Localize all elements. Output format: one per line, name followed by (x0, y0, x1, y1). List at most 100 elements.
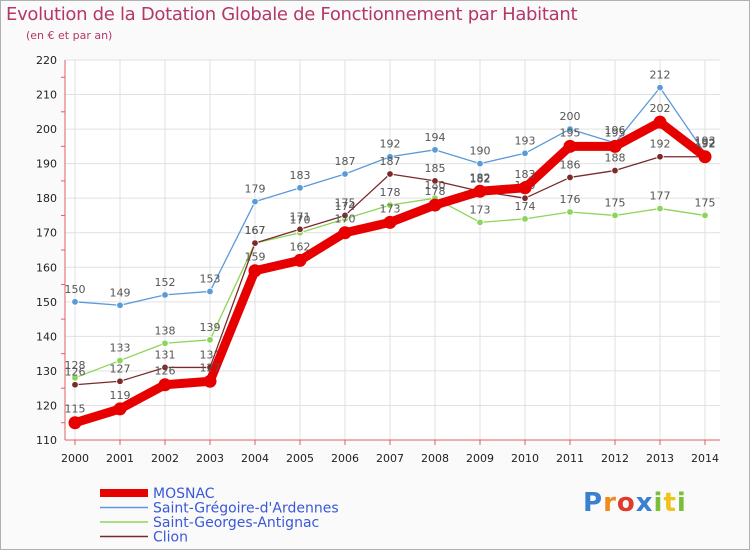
data-point-Clion (341, 211, 349, 220)
x-tick-label: 2004 (241, 452, 269, 465)
data-point-MOSNAC (428, 198, 442, 212)
data-label-Saint-Grégoire-d'Ardennes: 193 (695, 134, 716, 147)
data-point-Saint-Grégoire-d'Ardennes (656, 83, 664, 92)
data-label-Saint-Georges-Antignac: 138 (155, 324, 176, 337)
data-label-Saint-Georges-Antignac: 173 (470, 203, 491, 216)
data-label-MOSNAC: 195 (605, 126, 626, 139)
data-point-Saint-Georges-Antignac (161, 339, 169, 347)
y-tick-label: 220 (36, 54, 57, 67)
data-point-Saint-Georges-Antignac (521, 215, 529, 223)
y-tick-label: 200 (36, 123, 57, 136)
data-point-Saint-Grégoire-d'Ardennes (521, 149, 529, 157)
data-point-MOSNAC (698, 150, 712, 164)
data-point-Clion (296, 225, 304, 233)
data-point-Clion (521, 194, 529, 202)
data-label-Clion: 182 (470, 172, 491, 185)
data-point-Saint-Georges-Antignac (206, 336, 214, 344)
data-point-MOSNAC (563, 139, 577, 153)
data-point-MOSNAC (338, 226, 352, 240)
x-tick-label: 2009 (466, 452, 494, 465)
data-point-Clion (386, 170, 394, 178)
data-label-MOSNAC: 182 (470, 171, 491, 184)
data-label-Clion: 186 (560, 158, 581, 171)
data-label-MOSNAC: 170 (335, 213, 356, 226)
data-point-Saint-Grégoire-d'Ardennes (566, 125, 574, 133)
x-tick-label: 2013 (646, 452, 674, 465)
data-label-Saint-Georges-Antignac: 170 (290, 214, 311, 227)
data-point-Saint-Georges-Antignac (566, 208, 574, 216)
y-tick-label: 150 (36, 296, 57, 309)
x-tick-label: 2001 (106, 452, 134, 465)
data-label-Saint-Georges-Antignac: 174 (335, 200, 356, 213)
data-label-MOSNAC: 162 (290, 240, 311, 253)
data-label-Saint-Georges-Antignac: 176 (560, 193, 581, 206)
data-point-Saint-Georges-Antignac (611, 211, 619, 220)
data-label-Clion: 167 (245, 224, 266, 237)
data-point-MOSNAC (158, 378, 172, 392)
plot-area (65, 60, 720, 440)
data-point-MOSNAC (203, 374, 217, 388)
legend-label: Clion (153, 530, 188, 546)
x-tick-label: 2000 (61, 452, 89, 465)
data-label-Clion: 175 (335, 196, 356, 209)
data-label-MOSNAC: 127 (200, 361, 221, 374)
data-label-Saint-Georges-Antignac: 128 (65, 359, 86, 372)
x-tick-label: 2014 (691, 452, 719, 465)
data-label-Saint-Grégoire-d'Ardennes: 152 (155, 276, 176, 289)
data-point-MOSNAC (248, 264, 262, 278)
data-point-Saint-Georges-Antignac (656, 204, 664, 213)
data-label-MOSNAC: 192 (695, 137, 716, 150)
data-label-Saint-Grégoire-d'Ardennes: 190 (470, 145, 491, 158)
data-point-Clion (656, 153, 664, 161)
data-label-Saint-Georges-Antignac: 177 (650, 190, 671, 203)
data-point-Saint-Grégoire-d'Ardennes (71, 298, 79, 306)
data-label-Clion: 192 (650, 138, 671, 151)
data-label-Clion: 127 (110, 362, 131, 375)
x-tick-label: 2012 (601, 452, 629, 465)
data-point-Clion (566, 173, 574, 182)
data-point-Saint-Grégoire-d'Ardennes (116, 301, 124, 309)
data-label-Saint-Grégoire-d'Ardennes: 192 (380, 138, 401, 151)
data-label-Saint-Georges-Antignac: 175 (695, 196, 716, 209)
data-point-MOSNAC (518, 181, 532, 195)
data-point-Saint-Grégoire-d'Ardennes (431, 146, 439, 154)
x-tick-label: 2008 (421, 452, 449, 465)
y-tick-label: 130 (36, 365, 57, 378)
data-label-MOSNAC: 126 (155, 365, 176, 378)
data-label-Clion: 171 (290, 210, 311, 223)
x-tick-label: 2007 (376, 452, 404, 465)
data-point-Clion (161, 363, 169, 372)
data-label-Saint-Georges-Antignac: 174 (515, 200, 536, 213)
data-point-MOSNAC (608, 139, 622, 153)
data-point-Clion (251, 239, 259, 247)
x-tick-label: 2003 (196, 452, 224, 465)
y-tick-label: 110 (36, 434, 57, 447)
data-label-Saint-Georges-Antignac: 167 (245, 224, 266, 237)
data-label-MOSNAC: 202 (650, 102, 671, 115)
data-point-Saint-Grégoire-d'Ardennes (296, 184, 304, 192)
data-label-Saint-Grégoire-d'Ardennes: 193 (515, 134, 536, 147)
data-label-Saint-Georges-Antignac: 133 (110, 342, 131, 355)
proxiti-logo: Proxiti (583, 488, 687, 518)
chart-title: Evolution de la Dotation Globale de Fonc… (6, 4, 578, 25)
data-label-Saint-Grégoire-d'Ardennes: 149 (110, 286, 131, 299)
data-label-Saint-Grégoire-d'Ardennes: 187 (335, 155, 356, 168)
data-label-Saint-Georges-Antignac: 139 (200, 321, 221, 334)
data-label-Clion: 185 (425, 162, 446, 175)
data-label-MOSNAC: 119 (110, 389, 131, 402)
legend-label: Saint-Grégoire-d'Ardennes (153, 501, 339, 517)
data-label-Clion: 126 (65, 366, 86, 379)
data-point-Saint-Georges-Antignac (386, 201, 394, 209)
y-tick-label: 210 (36, 89, 57, 102)
data-label-Clion: 187 (380, 155, 401, 168)
x-tick-label: 2011 (556, 452, 584, 465)
data-point-Clion (71, 381, 79, 389)
data-label-Clion: 188 (605, 152, 626, 165)
x-tick-label: 2006 (331, 452, 359, 465)
data-label-Saint-Grégoire-d'Ardennes: 153 (200, 272, 221, 285)
data-point-MOSNAC (113, 402, 127, 416)
data-label-Saint-Grégoire-d'Ardennes: 183 (290, 169, 311, 182)
data-point-MOSNAC (653, 115, 667, 129)
data-point-MOSNAC (473, 184, 487, 198)
data-label-Saint-Grégoire-d'Ardennes: 179 (245, 183, 266, 196)
